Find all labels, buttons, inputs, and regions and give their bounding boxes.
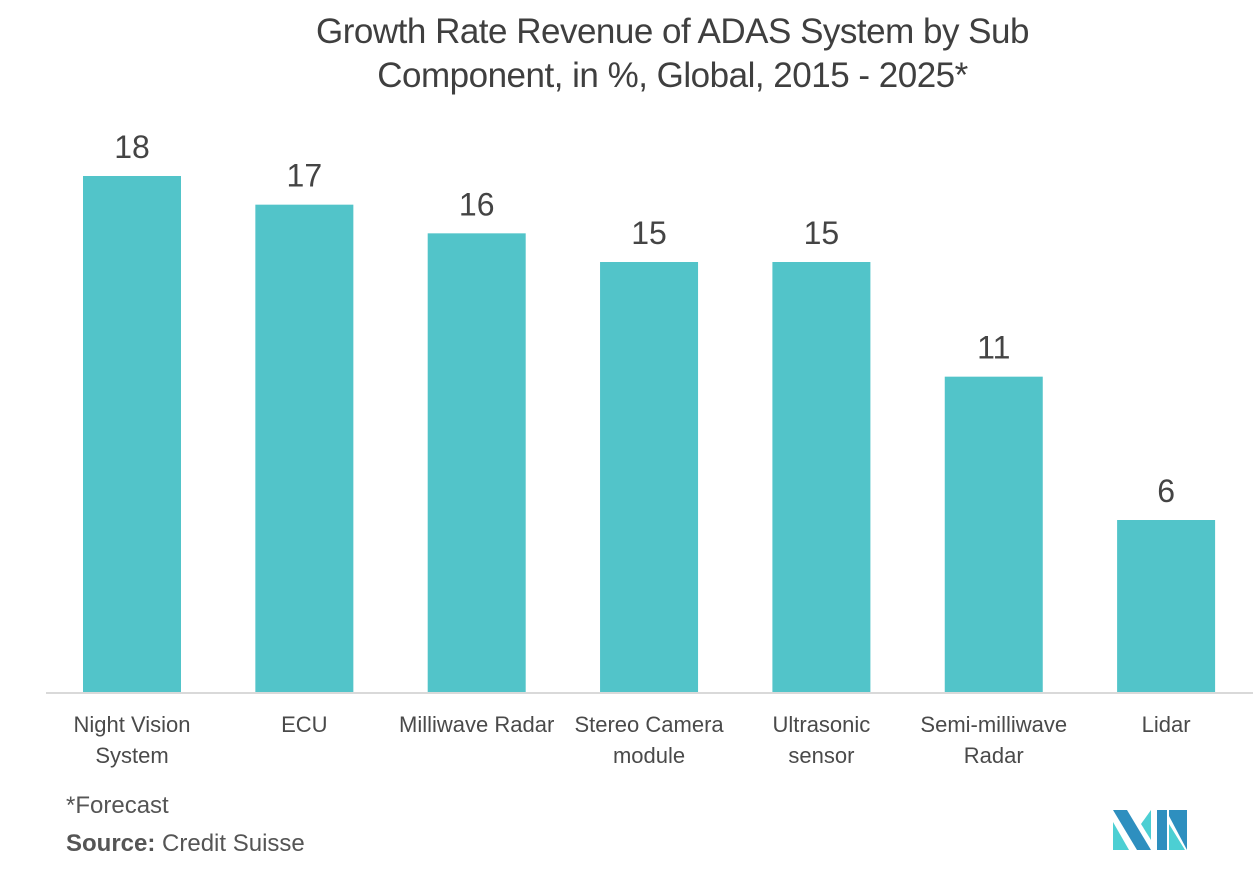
category-label-3-line-0: Stereo Camera: [574, 712, 724, 737]
data-labels-group: 18 17 16 15 15 11 6: [114, 129, 1175, 509]
category-label-0-line-0: Night Vision: [74, 712, 191, 737]
category-label-5-line-0: Semi-milliwave: [920, 712, 1067, 737]
chart-title: Growth Rate Revenue of ADAS System by Su…: [0, 10, 1253, 98]
category-labels-group: Night Vision System ECU Milliwave Radar Ster…: [74, 712, 1191, 768]
category-label-1-line-0: ECU: [281, 712, 327, 737]
data-label-4: 15: [804, 215, 840, 251]
chart-title-line-1: Growth Rate Revenue of ADAS System by Su…: [316, 12, 1029, 51]
bars-group: [83, 176, 1216, 693]
category-label-2-line-0: Milliwave Radar: [399, 712, 554, 737]
data-label-5: 11: [977, 330, 1010, 366]
chart-title-line-2: Component, in %, Global, 2015 - 2025*: [377, 56, 968, 95]
source-label: Source:: [66, 830, 156, 857]
bar-4: [772, 262, 871, 692]
category-label-4-line-1: sensor: [788, 743, 854, 768]
bar-0: [83, 176, 181, 692]
data-label-1: 17: [287, 158, 323, 194]
data-label-2: 16: [459, 186, 495, 222]
source-value: Credit Suisse: [162, 830, 305, 857]
category-label-3-line-1: module: [613, 743, 685, 768]
category-label-6-line-0: Lidar: [1142, 712, 1191, 737]
bar-6: [1117, 520, 1216, 692]
mordor-intelligence-logo-icon: [1113, 810, 1187, 850]
bar-1: [255, 204, 354, 692]
data-label-6: 6: [1157, 473, 1175, 509]
data-label-3: 15: [631, 215, 667, 251]
bar-2: [427, 233, 526, 693]
category-label-4-line-0: Ultrasonic: [772, 712, 870, 737]
forecast-footnote: *Forecast: [66, 792, 169, 819]
category-label-0-line-1: System: [95, 743, 168, 768]
bar-5: [944, 376, 1043, 692]
source-note: Source: Credit Suisse: [66, 830, 305, 858]
category-label-5-line-1: Radar: [964, 743, 1024, 768]
data-label-0: 18: [114, 129, 150, 165]
bar-3: [600, 262, 699, 692]
